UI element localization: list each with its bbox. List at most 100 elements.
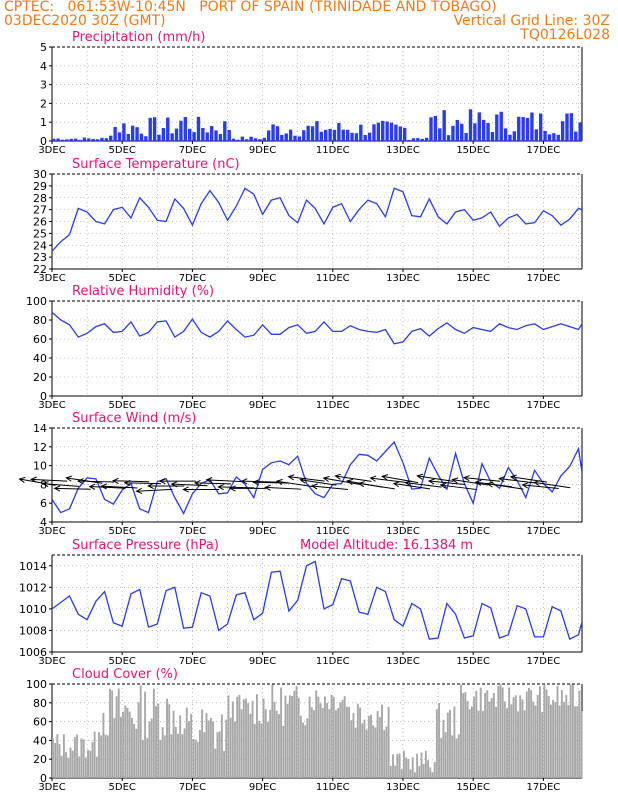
header-model-id: TQ0126L028 <box>520 27 610 43</box>
bar <box>174 727 177 778</box>
y-tick-label: 1014 <box>19 560 47 573</box>
bar <box>574 706 576 778</box>
x-tick-label: 11DEC <box>316 145 350 156</box>
x-tick-label: 11DEC <box>316 656 350 667</box>
bar <box>475 690 478 778</box>
bar <box>372 124 376 141</box>
bar <box>253 724 256 778</box>
y-tick-label: 22 <box>33 263 47 276</box>
bar <box>87 749 89 778</box>
bar <box>306 125 310 141</box>
bar <box>330 694 333 778</box>
wind-arrow-head <box>357 481 365 488</box>
bar <box>299 715 302 778</box>
bar <box>455 119 460 141</box>
bar <box>185 707 188 778</box>
bar <box>95 139 100 141</box>
bar <box>104 138 109 141</box>
wind-arrow-head <box>65 475 73 482</box>
bar <box>170 734 173 778</box>
bar <box>212 721 215 778</box>
bar <box>503 128 508 141</box>
x-tick-label: 13DEC <box>386 656 420 667</box>
bar <box>297 697 300 778</box>
bar <box>534 129 539 141</box>
bar <box>93 731 96 778</box>
bar <box>183 117 188 141</box>
bar <box>571 684 574 778</box>
bar <box>181 734 184 778</box>
panel-annotation: Model Altitude: 16.1384 m <box>300 538 473 553</box>
y-tick-label: 23 <box>33 251 47 264</box>
bar <box>120 716 122 778</box>
wind-arrow-head <box>18 476 26 483</box>
y-tick-label: 20 <box>33 753 47 766</box>
bar <box>455 738 458 778</box>
bar <box>569 113 574 141</box>
x-tick-label: 17DEC <box>527 656 561 667</box>
bar <box>565 113 569 141</box>
bar <box>376 710 379 778</box>
bar <box>442 110 446 141</box>
x-tick-label: 5DEC <box>109 782 136 793</box>
series-line <box>52 311 582 345</box>
bar <box>387 706 390 778</box>
bar <box>398 753 401 778</box>
bar <box>284 695 287 778</box>
bar <box>98 732 100 778</box>
bar <box>350 132 354 141</box>
bar <box>253 138 258 141</box>
y-tick-label: 12 <box>33 441 47 454</box>
y-tick-label: 8 <box>40 478 47 491</box>
bar <box>389 766 392 778</box>
bar <box>356 703 359 778</box>
x-tick-label: 11DEC <box>316 782 350 793</box>
bar <box>109 688 111 778</box>
y-tick-label: 80 <box>33 314 47 327</box>
bar <box>543 684 546 778</box>
bar <box>84 757 87 778</box>
wind-arrow-head <box>275 478 283 485</box>
bar <box>144 691 147 778</box>
wind-arrow-head <box>193 479 201 487</box>
wind-arrow <box>206 479 243 483</box>
x-tick-label: 5DEC <box>109 526 136 537</box>
bar <box>139 685 142 778</box>
bar <box>284 133 288 141</box>
bar <box>521 699 524 778</box>
bar <box>122 711 125 778</box>
bar <box>115 696 118 778</box>
wind-arrow-head <box>509 474 517 481</box>
bar <box>168 704 171 778</box>
bar <box>275 710 278 778</box>
bar <box>245 139 249 141</box>
bar <box>214 130 218 141</box>
bar <box>242 699 245 778</box>
bar <box>345 706 348 778</box>
bar <box>130 717 133 778</box>
bar <box>490 132 495 141</box>
bar <box>159 739 162 778</box>
bar <box>258 139 262 141</box>
bar <box>473 123 477 141</box>
bar <box>525 691 528 778</box>
bar <box>541 712 544 778</box>
bar <box>519 695 522 778</box>
bar <box>464 133 468 141</box>
bar <box>547 134 552 141</box>
x-tick-label: 9DEC <box>249 400 276 411</box>
bar <box>229 717 232 778</box>
bar <box>124 705 127 778</box>
y-tick-label: 3 <box>40 79 47 92</box>
bar <box>69 138 73 141</box>
bar <box>407 139 411 141</box>
bar <box>409 769 412 778</box>
bar <box>306 718 309 778</box>
wind-arrow <box>124 482 161 485</box>
bar <box>348 706 351 778</box>
bar <box>477 710 480 778</box>
bar <box>345 129 350 141</box>
wind-arrow-head <box>170 481 178 488</box>
bar <box>324 129 328 141</box>
bar <box>80 738 83 778</box>
